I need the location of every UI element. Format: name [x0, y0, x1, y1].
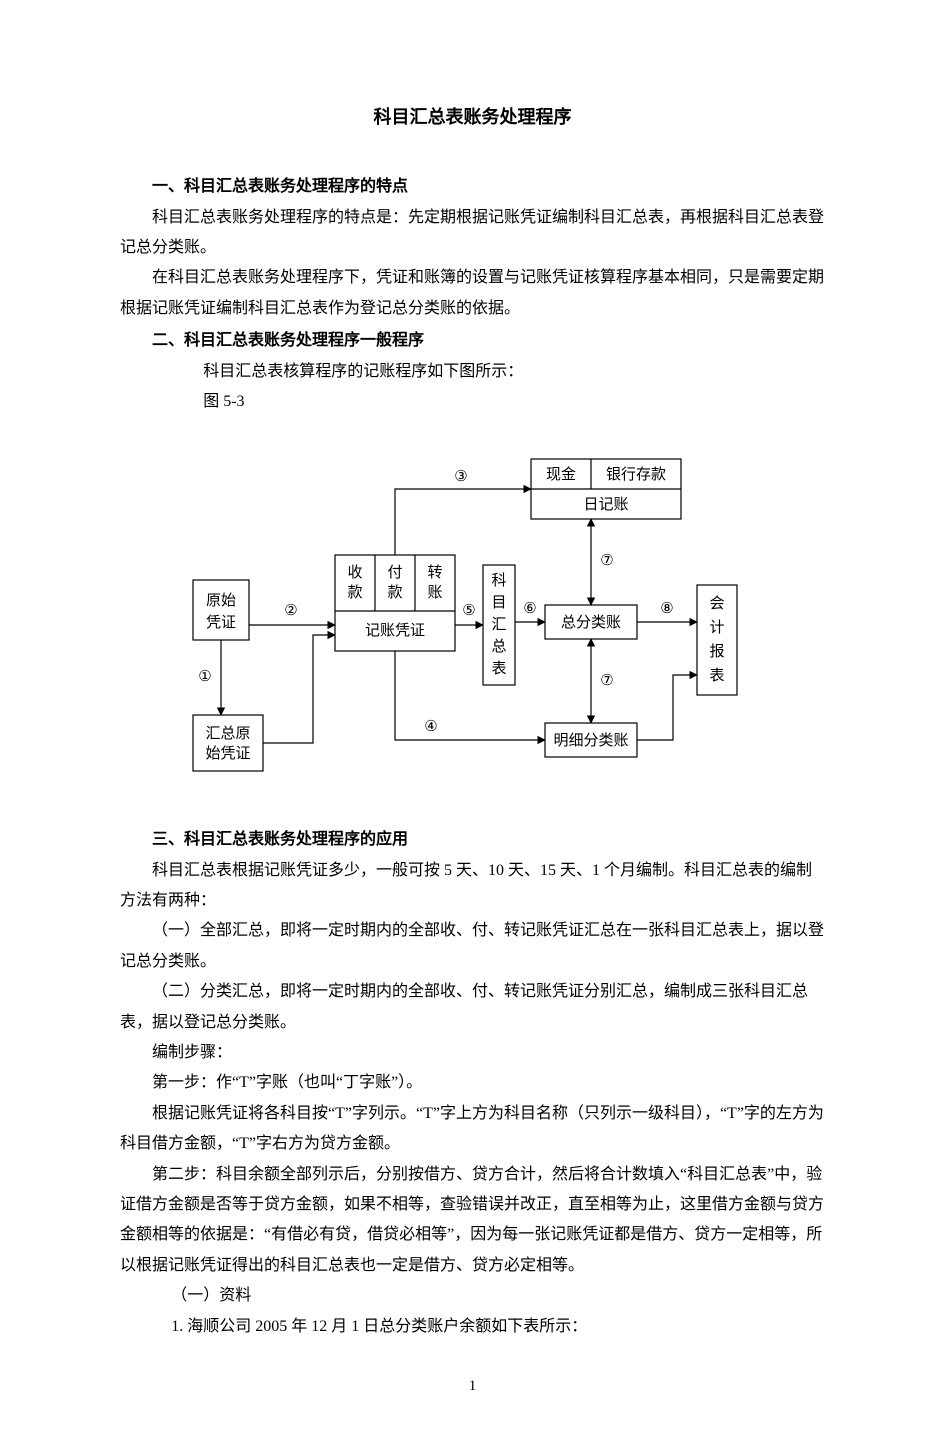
svg-text:账: 账: [427, 584, 442, 601]
section-3-para-8: （一）资料: [120, 1281, 825, 1311]
svg-text:付: 付: [387, 564, 402, 581]
svg-text:汇总原: 汇总原: [205, 725, 250, 742]
svg-text:①: ①: [198, 669, 211, 685]
section-3-para-3: （二）分类汇总，即将一定时期内的全部收、付、转记账凭证分别汇总，编制成三张科目汇…: [120, 977, 825, 1038]
svg-text:款: 款: [347, 584, 362, 601]
svg-text:银行存款: 银行存款: [605, 466, 665, 483]
page-title: 科目汇总表账务处理程序: [120, 100, 825, 134]
svg-text:⑥: ⑥: [523, 601, 536, 617]
svg-text:⑧: ⑧: [660, 601, 673, 617]
svg-text:收: 收: [347, 564, 362, 581]
section-3-para-7: 第二步：科目余额全部列示后，分别按借方、贷方合计，然后将合计数填入“科目汇总表”…: [120, 1160, 825, 1282]
flowchart-container: 原始 凭证 汇总原 始凭证 收款 付款 转账 记账凭证 科 目 汇 总 表 现金…: [120, 435, 825, 795]
section-2-heading: 二、科目汇总表账务处理程序一般程序: [120, 326, 825, 356]
section-3-heading: 三、科目汇总表账务处理程序的应用: [120, 825, 825, 855]
svg-text:③: ③: [454, 469, 467, 485]
section-1-heading: 一、科目汇总表账务处理程序的特点: [120, 172, 825, 202]
section-1-para-1: 科目汇总表账务处理程序的特点是：先定期根据记账凭证编制科目汇总表，再根据科目汇总…: [120, 203, 825, 264]
svg-text:目: 目: [491, 595, 506, 611]
figure-label: 图 5-3: [120, 387, 825, 417]
svg-text:计: 计: [709, 619, 724, 636]
svg-text:报: 报: [709, 643, 724, 660]
section-1-para-2: 在科目汇总表账务处理程序下，凭证和账簿的设置与记账凭证核算程序基本相同，只是需要…: [120, 263, 825, 324]
svg-text:表: 表: [491, 660, 506, 677]
svg-text:总: 总: [491, 638, 506, 655]
svg-text:总分类账: 总分类账: [560, 614, 620, 631]
svg-text:凭证: 凭证: [205, 614, 235, 631]
svg-text:款: 款: [387, 584, 402, 601]
section-3-para-4: 编制步骤：: [120, 1038, 825, 1068]
svg-text:科: 科: [491, 572, 506, 589]
svg-text:转: 转: [427, 564, 442, 581]
section-2-para-1: 科目汇总表核算程序的记账程序如下图所示：: [120, 357, 825, 387]
svg-text:④: ④: [424, 719, 437, 735]
section-3-para-2: （一）全部汇总，即将一定时期内的全部收、付、转记账凭证汇总在一张科目汇总表上，据…: [120, 916, 825, 977]
svg-text:现金: 现金: [545, 466, 575, 483]
section-3-para-9: 1. 海顺公司 2005 年 12 月 1 日总分类账户余额如下表所示：: [120, 1312, 825, 1342]
page-number: 1: [120, 1372, 825, 1401]
svg-text:日记账: 日记账: [583, 496, 628, 513]
svg-text:表: 表: [709, 667, 724, 684]
svg-text:⑦: ⑦: [600, 553, 613, 569]
svg-text:会: 会: [709, 595, 724, 612]
section-3-para-5: 第一步：作“T”字账（也叫“丁字账”）。: [120, 1068, 825, 1098]
flowchart-svg: 原始 凭证 汇总原 始凭证 收款 付款 转账 记账凭证 科 目 汇 总 表 现金…: [173, 435, 773, 795]
svg-text:⑦: ⑦: [600, 673, 613, 689]
svg-text:记账凭证: 记账凭证: [364, 622, 424, 639]
svg-text:⑤: ⑤: [462, 603, 475, 619]
svg-text:始凭证: 始凭证: [205, 745, 250, 762]
section-3-para-1: 科目汇总表根据记账凭证多少，一般可按 5 天、10 天、15 天、1 个月编制。…: [120, 856, 825, 917]
svg-text:明细分类账: 明细分类账: [553, 732, 628, 749]
svg-text:②: ②: [284, 603, 297, 619]
svg-text:原始: 原始: [205, 592, 235, 609]
section-3-para-6: 根据记账凭证将各科目按“T”字列示。“T”字上方为科目名称（只列示一级科目），“…: [120, 1099, 825, 1160]
svg-text:汇: 汇: [491, 616, 506, 633]
